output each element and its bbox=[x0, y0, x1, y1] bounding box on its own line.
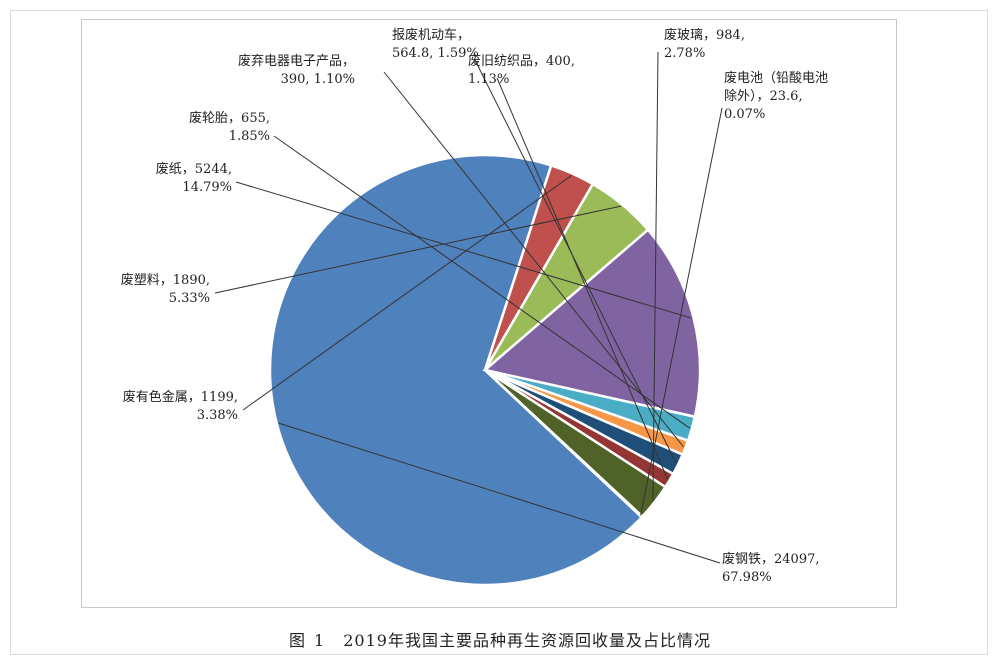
data-label: 废电池（铅酸电池除外），23.6, 0.07% bbox=[724, 70, 828, 122]
data-label-line: 1.13% bbox=[468, 72, 509, 87]
data-label-line: 废纸，5244, bbox=[156, 161, 232, 177]
data-label: 废钢铁，24097, 67.98% bbox=[722, 551, 820, 585]
data-label-line: 390, 1.10% bbox=[281, 72, 355, 87]
leader-line bbox=[383, 71, 684, 448]
leader-line bbox=[235, 181, 692, 319]
data-label-line: 废钢铁，24097, bbox=[722, 551, 820, 567]
data-label-line: 废旧纺织品，400, bbox=[468, 53, 575, 69]
leader-line bbox=[496, 77, 669, 480]
data-label-line: 5.33% bbox=[169, 291, 210, 306]
data-label-line: 564.8, 1.59% bbox=[392, 46, 479, 61]
leader-line bbox=[273, 135, 691, 429]
leader-line bbox=[214, 205, 622, 294]
data-label-line: 废玻璃，984, bbox=[664, 27, 745, 43]
chart-area bbox=[81, 19, 897, 608]
data-label-line: 67.98% bbox=[722, 570, 772, 585]
data-label: 废弃电器电子产品， 390, 1.10% bbox=[238, 53, 355, 87]
data-label-line: 报废机动车， bbox=[392, 27, 470, 43]
data-label: 废旧纺织品，400, 1.13% bbox=[468, 53, 575, 87]
leader-line bbox=[242, 174, 572, 411]
caption-text: 2019年我国主要品种再生资源回收量及占比情况 bbox=[343, 631, 711, 650]
pie-slice bbox=[484, 369, 645, 519]
figure-caption: 图 1 2019年我国主要品种再生资源回收量及占比情况 bbox=[0, 627, 1000, 651]
data-label-line: 除外），23.6, bbox=[724, 89, 803, 104]
data-label-line: 14.79% bbox=[182, 180, 232, 195]
leader-line bbox=[640, 107, 723, 516]
data-label: 废塑料，1890, 5.33% bbox=[121, 272, 210, 306]
data-label-line: 2.78% bbox=[664, 46, 705, 61]
data-label: 废有色金属，1199, 3.38% bbox=[123, 389, 238, 423]
data-label: 废轮胎，655, 1.85% bbox=[189, 110, 270, 144]
data-label-line: 0.07% bbox=[724, 107, 765, 122]
data-label: 报废机动车， 564.8, 1.59% bbox=[392, 27, 479, 61]
data-label-line: 废有色金属，1199, bbox=[123, 389, 238, 405]
data-label-line: 废塑料，1890, bbox=[121, 272, 210, 288]
data-label: 废纸，5244, 14.79% bbox=[156, 161, 232, 195]
pie-slice bbox=[482, 228, 702, 419]
data-label-line: 3.38% bbox=[197, 408, 238, 423]
data-label-line: 废电池（铅酸电池 bbox=[724, 70, 828, 86]
data-label-line: 废弃电器电子产品， bbox=[238, 53, 355, 69]
data-label-line: 1.85% bbox=[229, 129, 270, 144]
data-label-line: 废轮胎，655, bbox=[189, 110, 270, 126]
leader-line bbox=[474, 59, 677, 464]
caption-prefix: 图 bbox=[289, 631, 307, 650]
data-label: 废玻璃，984, 2.78% bbox=[664, 27, 745, 61]
leader-line bbox=[278, 422, 721, 564]
leader-line bbox=[652, 51, 659, 502]
pie-slice bbox=[268, 153, 644, 587]
caption-number: 1 bbox=[314, 631, 326, 650]
